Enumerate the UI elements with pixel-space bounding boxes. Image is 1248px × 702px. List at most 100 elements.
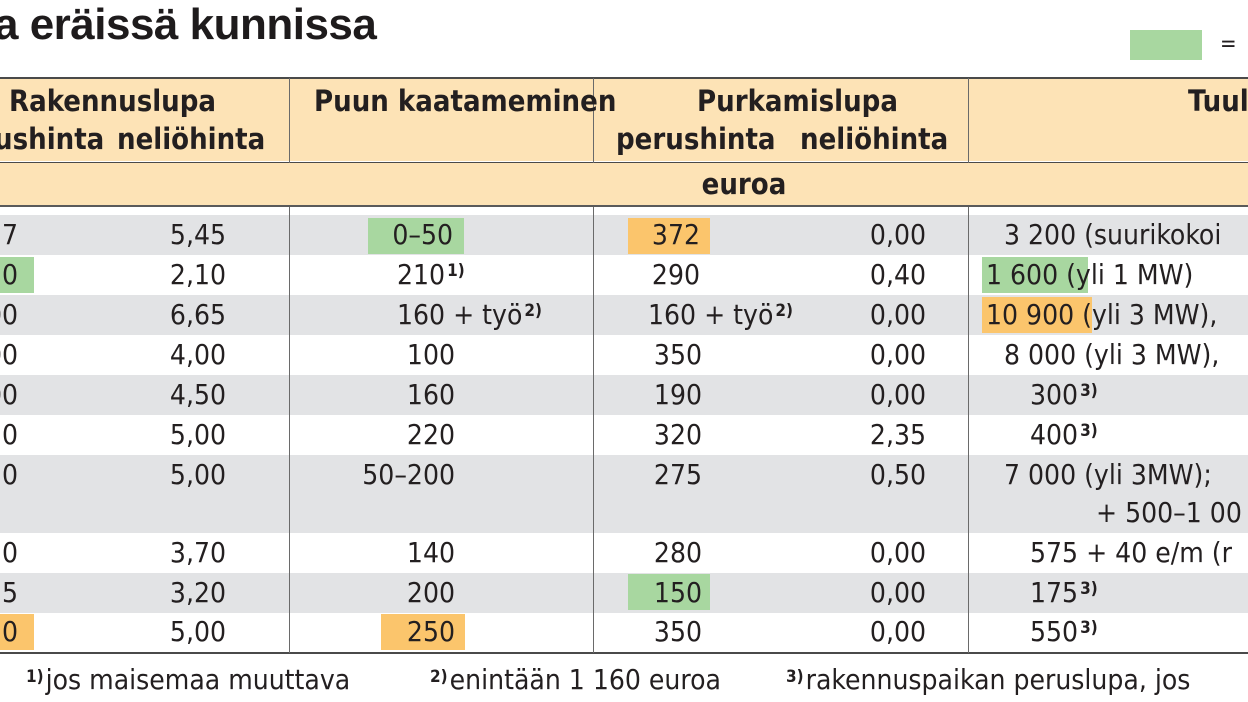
cell-purk-perushinta: 150 — [653, 576, 702, 609]
cell-rak-perushinta: 00 — [0, 378, 18, 411]
cell-purk-neliohinta: 0,00 — [869, 298, 926, 331]
header-cell-rakennuslupa — [0, 78, 289, 161]
cell-rak-neliohinta: 5,00 — [169, 615, 226, 648]
cell-rak-neliohinta: 5,45 — [169, 218, 226, 251]
cell-tuul: 10 900 (yli 3 MW), — [986, 298, 1218, 331]
header-rak-neliohinta: neliöhinta — [117, 122, 266, 156]
highlight-orange — [0, 614, 34, 650]
cell-purk-perushinta: 350 — [653, 615, 702, 648]
cell-purk-neliohinta: 0,00 — [869, 218, 926, 251]
cell-rak-perushinta: 30 — [0, 258, 18, 291]
cell-purk-neliohinta: 0,00 — [869, 536, 926, 569]
cell-purk-perushinta: 320 — [653, 418, 702, 451]
cell-rak-perushinta: 70 — [0, 615, 18, 648]
unit-label: euroa — [701, 167, 787, 201]
cell-rak-perushinta: 30 — [0, 536, 18, 569]
footnote-3: 3)rakennuspaikan peruslupa, jos — [786, 663, 1191, 696]
header-rak-perushinta: ushinta — [0, 122, 105, 156]
table-bottom-rule — [0, 652, 1248, 654]
highlight-orange — [381, 614, 465, 650]
highlight-orange — [982, 297, 1092, 333]
col-divider — [593, 207, 594, 653]
footnote-1: 1)jos maisemaa muuttava — [26, 663, 351, 696]
cell-purk-perushinta: 290 — [651, 258, 700, 291]
cell-rak-perushinta: 00 — [0, 298, 18, 331]
cell-rak-neliohinta: 5,00 — [169, 458, 226, 491]
highlight-orange — [628, 218, 710, 254]
cell-purk-neliohinta: 0,50 — [869, 458, 926, 491]
row-shade — [0, 375, 1248, 415]
col-divider — [289, 207, 290, 653]
header-puun-kaatameminen: Puun kaatameminen — [314, 84, 617, 118]
table-top-rule — [0, 77, 1248, 79]
cell-puun: 100 — [406, 338, 455, 371]
header-purkamislupa: Purkamislupa — [697, 84, 898, 118]
cell-rak-neliohinta: 5,00 — [169, 418, 226, 451]
cell-rak-neliohinta: 4,50 — [169, 378, 226, 411]
footnote-2: 2)enintään 1 160 euroa — [430, 663, 721, 696]
header-purk-perushinta: perushinta — [616, 122, 776, 156]
legend-green-swatch — [1130, 30, 1202, 60]
cell-purk-neliohinta: 0,00 — [869, 378, 926, 411]
cell-rak-perushinta: 15 — [0, 576, 18, 609]
cell-purk-perushinta: 350 — [653, 338, 702, 371]
highlight-green — [982, 257, 1088, 293]
cell-puun: 160 + työ 2) — [397, 298, 542, 331]
cell-tuul: 175 3) — [1030, 576, 1098, 609]
tuul-number: 10 900 — [986, 298, 1075, 331]
cell-rak-neliohinta: 3,70 — [169, 536, 226, 569]
cell-tuul: 400 3) — [1030, 418, 1098, 451]
cell-purk-perushinta: 275 — [653, 458, 702, 491]
cell-puun: 250 — [406, 615, 455, 648]
cell-puun: 50–200 — [362, 458, 455, 491]
header-rakennuslupa: Rakennuslupa — [9, 84, 217, 118]
cell-tuul: 575 + 40 e/m (r — [1030, 536, 1232, 569]
cell-rak-neliohinta: 4,00 — [169, 338, 226, 371]
cell-purk-neliohinta: 0,40 — [869, 258, 926, 291]
cell-rak-perushinta: 17 — [0, 218, 18, 251]
col-divider — [968, 78, 969, 163]
cell-rak-perushinta: 00 — [0, 338, 18, 371]
header-tuul: Tuul — [1188, 84, 1248, 118]
page-title: a eräissä kunnissa — [0, 0, 377, 49]
cell-tuul: 300 3) — [1030, 378, 1098, 411]
cell-purk-neliohinta: 2,35 — [869, 418, 926, 451]
cell-purk-neliohinta: 0,00 — [869, 576, 926, 609]
header-cell-tuul — [969, 78, 1248, 161]
cell-purk-perushinta: 372 — [651, 218, 700, 251]
highlight-green — [0, 257, 34, 293]
tuul-number: 1 600 — [986, 258, 1059, 291]
cell-puun: 220 — [406, 418, 455, 451]
cell-puun: 160 — [406, 378, 455, 411]
row-shade — [0, 455, 1248, 533]
cell-rak-perushinta: 50 — [0, 458, 18, 491]
cell-tuul: 550 3) — [1030, 615, 1098, 648]
row-shade — [0, 215, 1248, 255]
cell-puun: 0–50 — [392, 218, 453, 251]
cell-tuul-line2: + 500–1 00 — [1096, 496, 1242, 529]
cell-puun: 210 1) — [397, 258, 465, 291]
cell-purk-perushinta: 190 — [653, 378, 702, 411]
cell-purk-neliohinta: 0,00 — [869, 338, 926, 371]
col-divider — [289, 78, 290, 163]
cell-tuul: 3 200 (suurikokoi — [1004, 218, 1222, 251]
cell-tuul: 8 000 (yli 3 MW), — [1004, 338, 1220, 371]
cell-purk-neliohinta: 0,00 — [869, 615, 926, 648]
cell-rak-neliohinta: 3,20 — [169, 576, 226, 609]
legend-equals: = — [1220, 32, 1237, 57]
row-shade — [0, 573, 1248, 613]
cell-purk-perushinta: 280 — [653, 536, 702, 569]
cell-rak-perushinta: 30 — [0, 418, 18, 451]
col-divider — [593, 78, 594, 163]
header-purk-neliohinta: neliöhinta — [800, 122, 949, 156]
cell-rak-neliohinta: 6,65 — [169, 298, 226, 331]
header-cell-puun — [290, 78, 593, 161]
unit-rule — [0, 205, 1248, 207]
cell-puun: 200 — [406, 576, 455, 609]
highlight-green — [368, 218, 464, 254]
cell-tuul: 1 600 (yli 1 MW) — [986, 258, 1194, 291]
header-cell-purkamislupa — [594, 78, 968, 161]
cell-purk-perushinta: 160 + työ 2) — [648, 298, 793, 331]
unit-band — [0, 163, 1248, 205]
highlight-green — [628, 574, 710, 610]
